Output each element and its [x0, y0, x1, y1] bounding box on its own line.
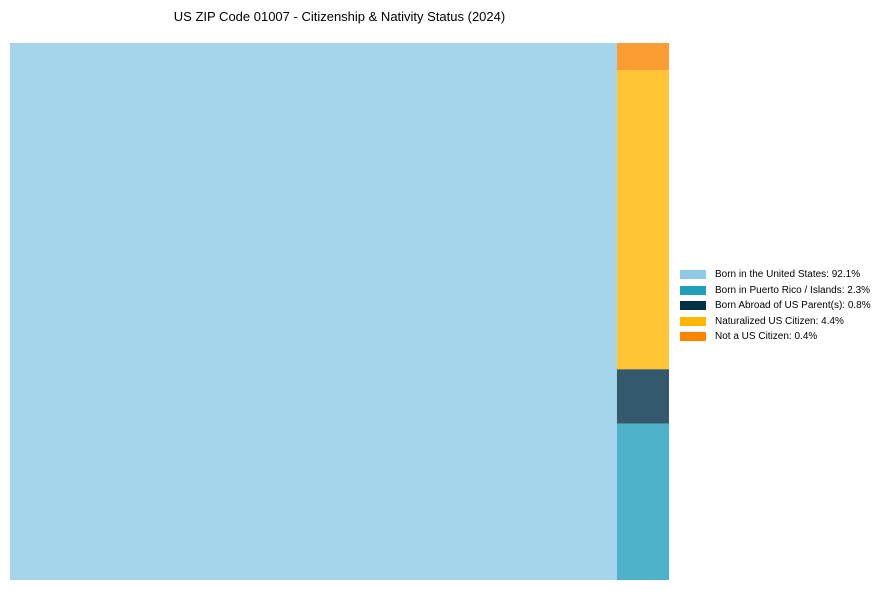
legend-item: Born in the United States: 92.1% — [680, 267, 871, 283]
tile-3 — [616, 70, 669, 370]
legend-label: Born in Puerto Rico / Islands: 2.3% — [715, 284, 871, 296]
legend-swatch — [680, 270, 706, 280]
tile-4 — [616, 43, 669, 71]
tile-2 — [616, 369, 669, 424]
legend-label: Naturalized US Citizen: 4.4% — [715, 315, 844, 327]
legend: Born in the United States: 92.1% Born in … — [680, 267, 871, 345]
tile-1 — [616, 423, 669, 580]
legend-swatch — [680, 285, 706, 295]
legend-item: Born Abroad of US Parent(s): 0.8% — [680, 298, 871, 314]
legend-swatch — [680, 301, 706, 311]
legend-label: Not a US Citizen: 0.4% — [715, 331, 818, 343]
legend-item: Naturalized US Citizen: 4.4% — [680, 314, 871, 330]
legend-label: Born Abroad of US Parent(s): 0.8% — [715, 300, 871, 312]
chart-title: US ZIP Code 01007 - Citizenship & Nativi… — [173, 9, 506, 24]
legend-item: Born in Puerto Rico / Islands: 2.3% — [680, 283, 871, 299]
tile-0 — [10, 43, 617, 580]
legend-swatch — [680, 332, 706, 342]
legend-label: Born in the United States: 92.1% — [715, 269, 861, 281]
legend-item: Not a US Citizen: 0.4% — [680, 329, 871, 345]
legend-swatch — [680, 316, 706, 326]
